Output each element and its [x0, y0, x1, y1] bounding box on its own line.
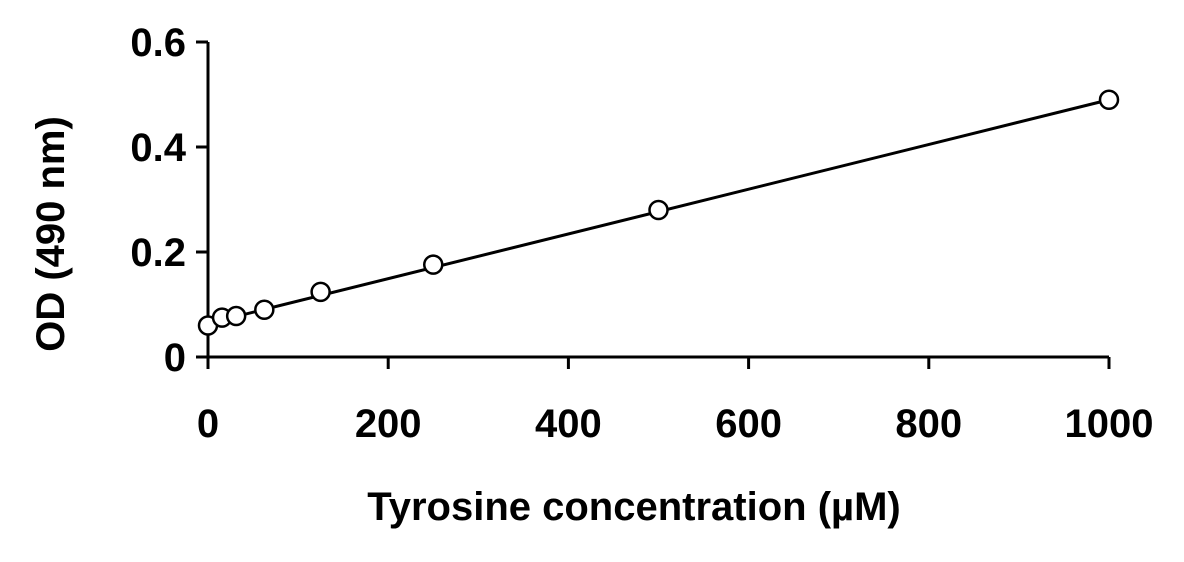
x-ticks: 0 200 400 600 800 1000	[197, 357, 1154, 446]
data-point	[225, 305, 247, 327]
y-axis-title: OD (490 nm)	[29, 116, 73, 352]
x-tick-label: 600	[715, 402, 782, 446]
axes	[206, 42, 1109, 359]
y-tick-label: 0.4	[130, 126, 186, 170]
y-tick-label: 0.2	[130, 231, 186, 275]
data-point	[1098, 89, 1120, 110]
data-point	[648, 199, 669, 221]
x-axis-title: Tyrosine concentration (µM)	[367, 485, 900, 529]
x-tick-label: 1000	[1065, 402, 1154, 446]
data-points	[197, 89, 1120, 336]
x-tick-label: 0	[197, 402, 219, 446]
x-tick-label: 800	[895, 402, 962, 446]
x-tick-label: 400	[535, 402, 602, 446]
y-tick-label: 0.6	[130, 21, 186, 65]
data-point	[254, 299, 275, 320]
x-tick-label: 200	[355, 402, 422, 446]
y-tick-label: 0	[164, 336, 186, 380]
data-point	[423, 254, 444, 275]
data-point	[310, 281, 331, 303]
y-ticks: 0 0.2 0.4 0.6	[130, 21, 208, 380]
